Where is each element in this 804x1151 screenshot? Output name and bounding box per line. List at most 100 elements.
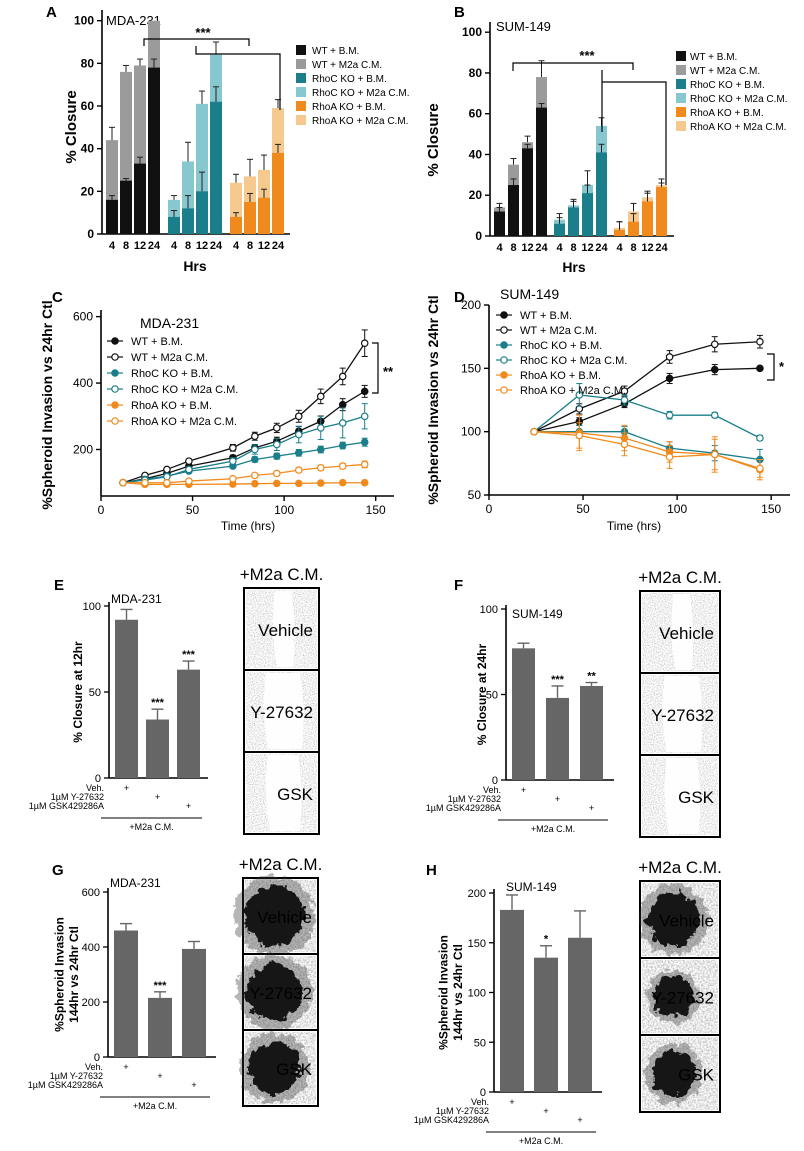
spheroid-core [248,1042,301,1094]
data-point [360,387,369,396]
y-tick-label: 0 [480,1087,486,1099]
image-condition-label: Vehicle [659,912,714,931]
data-point [294,430,303,439]
spheroid-core [653,976,694,1017]
bar-bm [168,216,180,234]
image-condition-label: GSK [277,785,314,804]
panel-f-image-strip: +M2a C.M. Vehicle Y-27632 GSK [638,568,722,838]
data-point [119,478,127,487]
y-tick-label: 50 [89,687,101,699]
y-tick-label: 100 [83,601,101,613]
panel-c-ticks: 0 50 100 150 200 400 600 [73,310,386,517]
panel-b-significance: *** [579,48,595,63]
y-tick-label: 100 [461,425,481,439]
series-line [534,431,760,461]
scratch-gap [662,676,703,752]
y-tick-label: 50 [468,488,482,502]
data-point [338,462,347,470]
bar-bm [596,152,607,236]
treatment-label: 1µM Y-27632 [51,792,104,802]
data-point [360,478,369,487]
panel-d-significance: * [779,359,785,374]
legend-marker [500,356,508,364]
treatment-marker: + [155,792,160,802]
treatment-marker: + [191,1080,196,1090]
x-tick-label: 50 [186,503,200,517]
bar-bm [642,201,653,236]
legend-marker [111,401,119,409]
panel-c-legend: WT + B.M. WT + M2a C.M. RhoC KO + B.M. RhoC… [107,336,238,428]
panel-letter-b: B [454,4,465,21]
data-point [251,479,259,488]
scratch-gap [263,673,304,749]
group-label: +M2a C.M. [519,1136,563,1146]
treatment-label: 1µM Y-27632 [50,1071,103,1081]
x-tick-label: 12 [196,240,208,252]
y-tick-label: 50 [474,1037,486,1049]
bar-bm [554,223,565,236]
legend-a-swatch-5 [296,115,306,125]
legend-b-swatch-0 [676,51,686,61]
bar [182,948,206,1057]
x-tick-label: 4 [109,240,116,252]
spheroid-core [246,964,303,1020]
data-point [316,445,325,454]
legend-b-label-3: RhoC KO + M2a C.M. [690,94,788,105]
treatment-marker: + [124,783,129,793]
y-label-line: 144hr vs 24hr Ctl [67,926,81,1023]
data-point [185,477,193,485]
bar-bm [134,163,146,234]
legend-marker [111,353,119,361]
data-point [530,427,538,436]
panel-e-chart: MDA-231 % Closure at 12hr 0 50 100 *** *** Veh.… [29,592,208,832]
y-tick-label: 40 [81,142,95,156]
data-point [710,450,719,459]
data-point [316,479,325,487]
data-point [338,372,347,381]
legend-label: RhoC KO + B.M. [131,368,213,380]
data-point [710,340,719,349]
x-tick-label: 24 [210,240,223,252]
image-condition-label: Vehicle [257,908,312,927]
treatment-marker: + [157,1071,162,1081]
data-point [710,365,719,374]
panel-c-significance: ** [383,364,394,379]
y-tick-label: 50 [486,690,498,702]
legend-a-label-3: RhoC KO + M2a C.M. [312,88,410,99]
x-tick-label: 8 [570,242,576,254]
data-point [575,431,584,440]
y-tick-label: 600 [73,310,93,324]
bar [146,719,169,778]
y-tick-label: 400 [82,942,100,954]
y-tick-label: 150 [461,361,481,375]
legend-a-label-0: WT + B.M. [312,46,359,57]
data-point [251,471,259,480]
legend-label: RhoC KO + M2a C.M. [520,355,627,367]
series-line [122,342,366,484]
data-point [575,391,584,399]
data-point [316,463,325,472]
x-tick-label: 8 [123,240,129,252]
y-tick-label: 100 [480,604,498,616]
series-line [534,367,760,433]
y-tick-label: 400 [73,376,93,390]
data-point [251,455,259,464]
panel-a-y-ticks: 0 20 40 60 80 100 [74,14,102,241]
y-label: %Spheroid Invasion144hr vs 24hr Ctl [53,917,81,1032]
panel-h-image-strip: +M2a C.M. Vehicle Y-27632 GSK [638,858,722,1113]
y-label: %Spheroid Invasion144hr vs 24hr Ctl [437,935,465,1050]
y-label-line: 144hr vs 24hr Ctl [451,944,465,1041]
data-point [141,478,149,487]
y-tick-label: 600 [82,887,100,899]
bar [114,930,138,1057]
panel-d-ticks: 0 50 100 150 50 100 150 200 [461,298,782,516]
data-point [620,396,629,404]
data-point [316,424,325,432]
data-point [229,457,237,465]
x-tick-label: 50 [576,502,590,516]
legend-marker [111,337,119,345]
treatment-marker: + [589,803,594,813]
data-point [272,452,281,460]
data-point [316,392,325,401]
bar [512,648,535,780]
